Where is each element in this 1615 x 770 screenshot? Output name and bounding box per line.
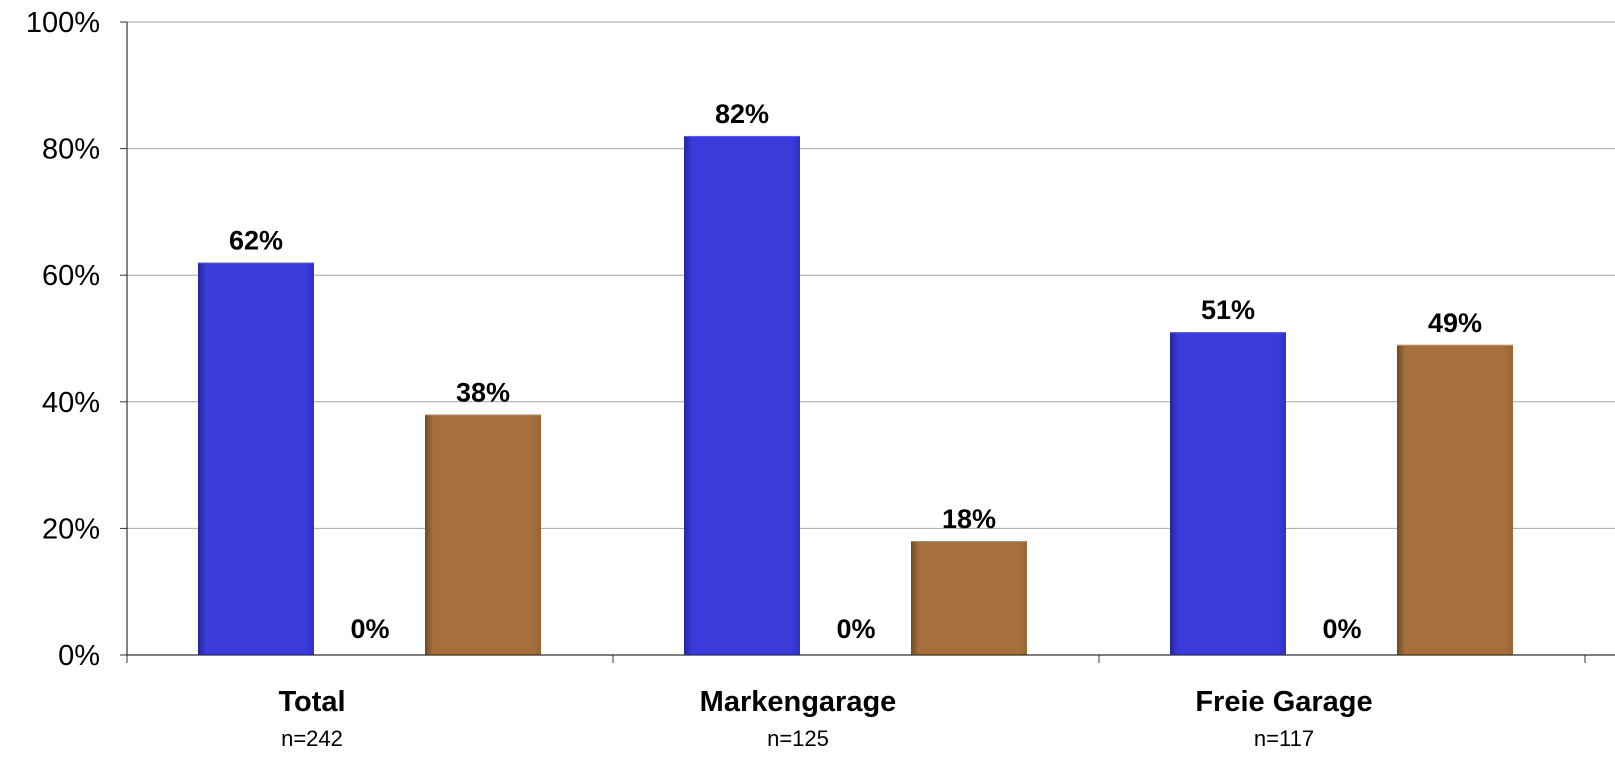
x-category-sublabel: n=117	[1254, 726, 1314, 751]
gridlines	[127, 21, 1615, 529]
data-label: 0%	[350, 614, 389, 644]
x-category-sublabel: n=242	[281, 726, 343, 751]
data-label: 0%	[1322, 614, 1361, 644]
bar	[1397, 344, 1513, 655]
data-label: 51%	[1201, 295, 1255, 325]
x-category-label: Total	[278, 686, 345, 718]
bar	[198, 262, 314, 655]
x-axis: Total n=242 Markengarage n=125 Freie Garage n…	[126, 654, 1615, 751]
data-label: 18%	[942, 504, 996, 534]
data-labels: 62% 0% 38% 82% 0% 18% 51% 0% 49%	[229, 99, 1482, 644]
y-axis: 0% 20% 40% 60% 80% 100%	[26, 7, 128, 672]
data-label: 49%	[1428, 308, 1482, 338]
y-tick-label: 60%	[42, 260, 100, 292]
y-tick-label: 20%	[42, 513, 100, 545]
x-category-label: Markengarage	[700, 686, 897, 718]
y-tick-label: 100%	[26, 7, 100, 39]
y-tick-label: 80%	[42, 134, 100, 166]
data-label: 62%	[229, 226, 283, 256]
x-category-sublabel: n=125	[767, 726, 829, 751]
y-tick-label: 40%	[42, 387, 100, 419]
bars	[198, 135, 1513, 655]
bar	[684, 135, 800, 655]
data-label: 38%	[456, 377, 510, 407]
data-label: 82%	[715, 99, 769, 129]
bar	[425, 414, 541, 655]
y-tick-label: 0%	[58, 640, 100, 672]
bar	[1170, 332, 1286, 655]
bar	[911, 541, 1027, 655]
x-category-label: Freie Garage	[1195, 686, 1372, 718]
data-label: 0%	[836, 614, 875, 644]
